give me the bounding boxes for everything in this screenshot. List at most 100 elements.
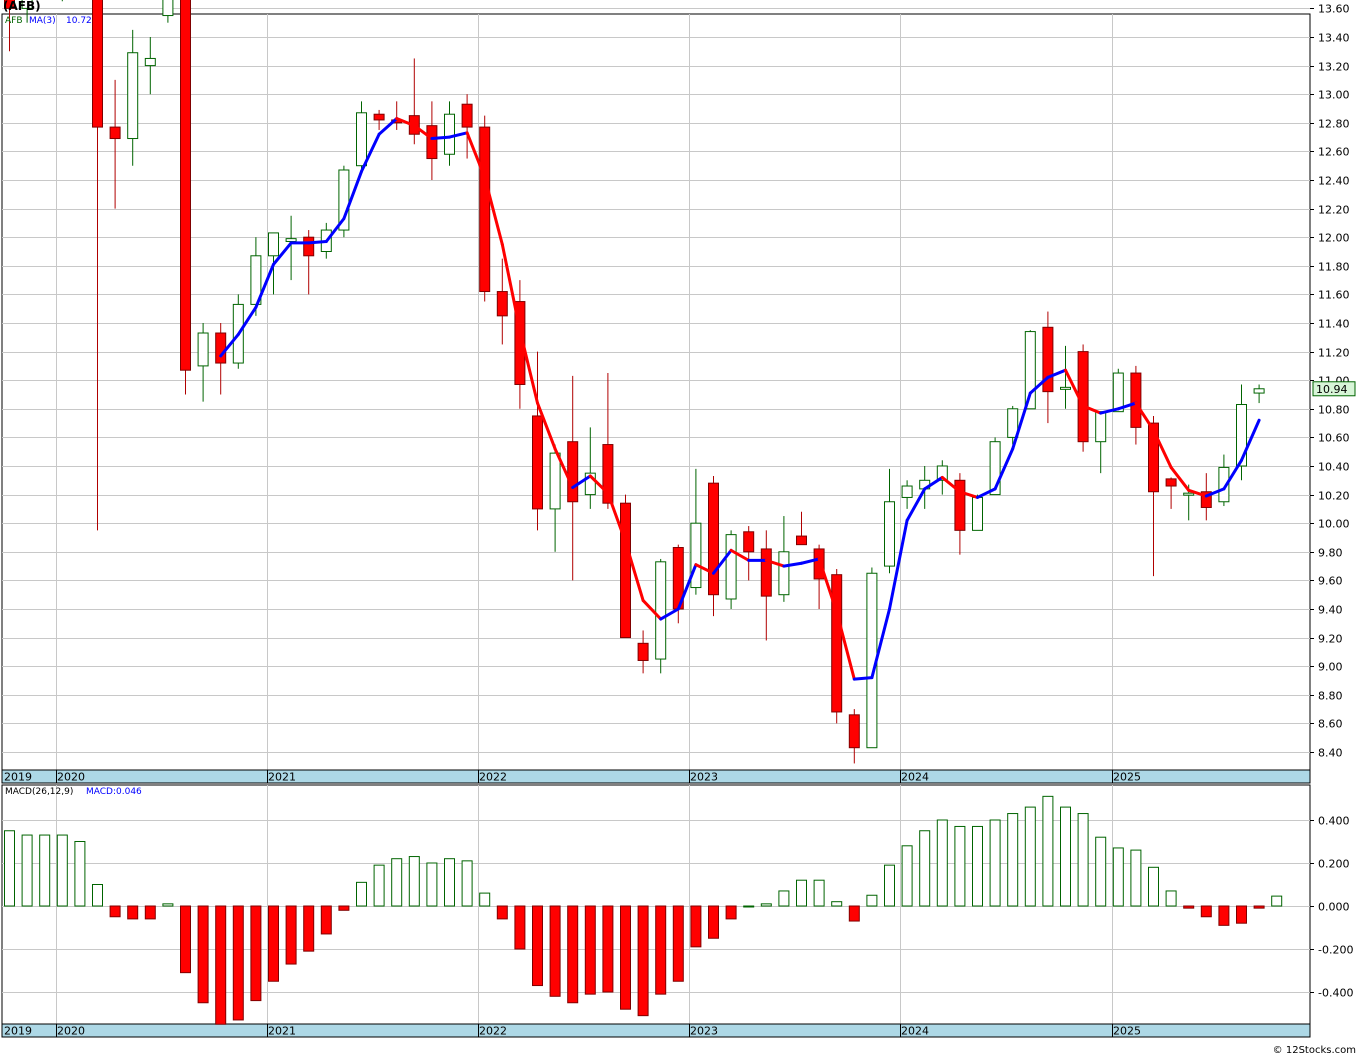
- candlestick: [584, 427, 596, 509]
- ma-line-segment: [993, 447, 1015, 491]
- ma-line-segment: [958, 490, 979, 499]
- candlestick: [1060, 345, 1071, 409]
- price-x-year-label: 2024: [901, 771, 929, 784]
- ma-line-segment: [483, 175, 504, 246]
- candlestick: [567, 375, 579, 581]
- macd-bar-negative: [514, 905, 526, 950]
- candlestick: [690, 468, 702, 595]
- ma-line-segment: [782, 561, 803, 568]
- macd-bar-positive: [901, 845, 913, 907]
- candle-body-up: [1007, 408, 1019, 438]
- candle-body-up: [1218, 466, 1230, 503]
- ma-line-segment: [1046, 368, 1067, 379]
- candlestick: [444, 101, 455, 166]
- candle-body-down: [1130, 372, 1142, 428]
- macd-bar-positive: [56, 834, 68, 907]
- candlestick: [109, 79, 121, 209]
- macd-bar-positive: [1007, 813, 1019, 907]
- last-price-label: 10.94: [1316, 383, 1348, 396]
- ma-line-segment: [536, 401, 557, 451]
- ma-line-segment: [835, 610, 856, 681]
- candle-body-up: [1095, 411, 1107, 443]
- ma-line-segment: [1116, 401, 1138, 411]
- candlestick: [127, 29, 139, 166]
- macd-tick-label: 0.200: [1318, 858, 1350, 871]
- candlestick: [514, 280, 526, 409]
- macd-bar-positive: [1112, 847, 1124, 907]
- macd-bar-negative: [637, 905, 649, 1017]
- candle-body-up: [584, 472, 596, 496]
- macd-bar-negative: [690, 905, 702, 948]
- macd-tick-label: 0.000: [1318, 901, 1350, 914]
- credit-text: © 12Stocks.com: [1272, 1045, 1356, 1056]
- macd-bar-positive: [21, 834, 33, 907]
- candlestick: [162, 0, 174, 23]
- macd-bar-positive: [936, 819, 948, 907]
- macd-bar-positive: [162, 903, 174, 907]
- candle-body-down: [92, 0, 103, 128]
- candlestick: [479, 115, 491, 302]
- macd-bar-positive: [1165, 890, 1177, 907]
- candlestick: [813, 544, 825, 609]
- ma-line-segment: [342, 169, 363, 221]
- candle-body-down: [1165, 478, 1177, 487]
- price-tick-label: 8.80: [1318, 690, 1343, 703]
- price-tick-label: 11.20: [1318, 347, 1350, 360]
- macd-bar-negative: [655, 905, 667, 995]
- candle-body-up: [444, 113, 455, 155]
- macd-bar-positive: [954, 825, 966, 907]
- ma-line-segment: [888, 518, 909, 611]
- candlestick: [901, 480, 913, 509]
- macd-legend-label: MACD(26,12,9): [5, 787, 74, 797]
- macd-x-year-label: 2021: [268, 1025, 296, 1038]
- ma-line-segment: [817, 557, 839, 614]
- ma-line-segment: [1152, 428, 1173, 469]
- candlestick: [620, 494, 631, 639]
- candlestick: [1253, 384, 1265, 404]
- macd-bar-positive: [391, 858, 403, 907]
- candlestick: [1148, 415, 1159, 577]
- ma-line-segment: [1099, 407, 1120, 415]
- ma-line-segment: [729, 548, 751, 562]
- ma-line-segment: [553, 447, 575, 489]
- macd-bar-positive: [743, 905, 755, 908]
- candle-body-down: [1148, 422, 1159, 493]
- candlestick: [866, 567, 878, 749]
- candle-body-down: [1200, 491, 1212, 508]
- candle-body-down: [496, 291, 508, 317]
- ma-line-segment: [1081, 404, 1103, 415]
- ma-line-segment: [1187, 488, 1208, 498]
- candlestick: [1112, 368, 1124, 413]
- candle-body-down: [180, 0, 191, 371]
- macd-bar-negative: [584, 905, 596, 995]
- ma-line-segment: [465, 131, 487, 179]
- ma-line-segment: [236, 305, 258, 336]
- candle-body-down: [813, 548, 825, 580]
- candlestick: [760, 530, 772, 641]
- macd-bar-positive: [356, 881, 367, 907]
- candle-body-up: [1183, 492, 1195, 496]
- candle-body-down: [461, 103, 473, 128]
- macd-bar-negative: [197, 905, 209, 1004]
- price-tick-label: 12.60: [1318, 146, 1350, 159]
- candlestick: [989, 437, 1001, 496]
- candlestick: [426, 101, 438, 180]
- ma-line-segment: [588, 474, 610, 495]
- candle-body-up: [1024, 331, 1036, 410]
- price-tick-label: 12.00: [1318, 232, 1350, 245]
- price-tick-label: 9.60: [1318, 575, 1343, 588]
- ma-line-segment: [764, 558, 786, 568]
- price-x-axis-band: [1, 769, 1311, 784]
- candlestick: [778, 516, 790, 602]
- candlestick: [796, 511, 807, 546]
- candle-body-up: [268, 232, 279, 257]
- macd-bar-negative: [602, 905, 614, 993]
- macd-bar-positive: [461, 860, 473, 907]
- macd-bar-negative: [549, 905, 561, 997]
- ma-line-segment: [377, 117, 399, 136]
- candle-body-up: [1060, 386, 1071, 390]
- macd-x-year-label: 2023: [690, 1025, 718, 1038]
- macd-bar-positive: [1095, 836, 1107, 907]
- macd-bar-positive: [1060, 806, 1071, 907]
- macd-bar-positive: [796, 879, 807, 907]
